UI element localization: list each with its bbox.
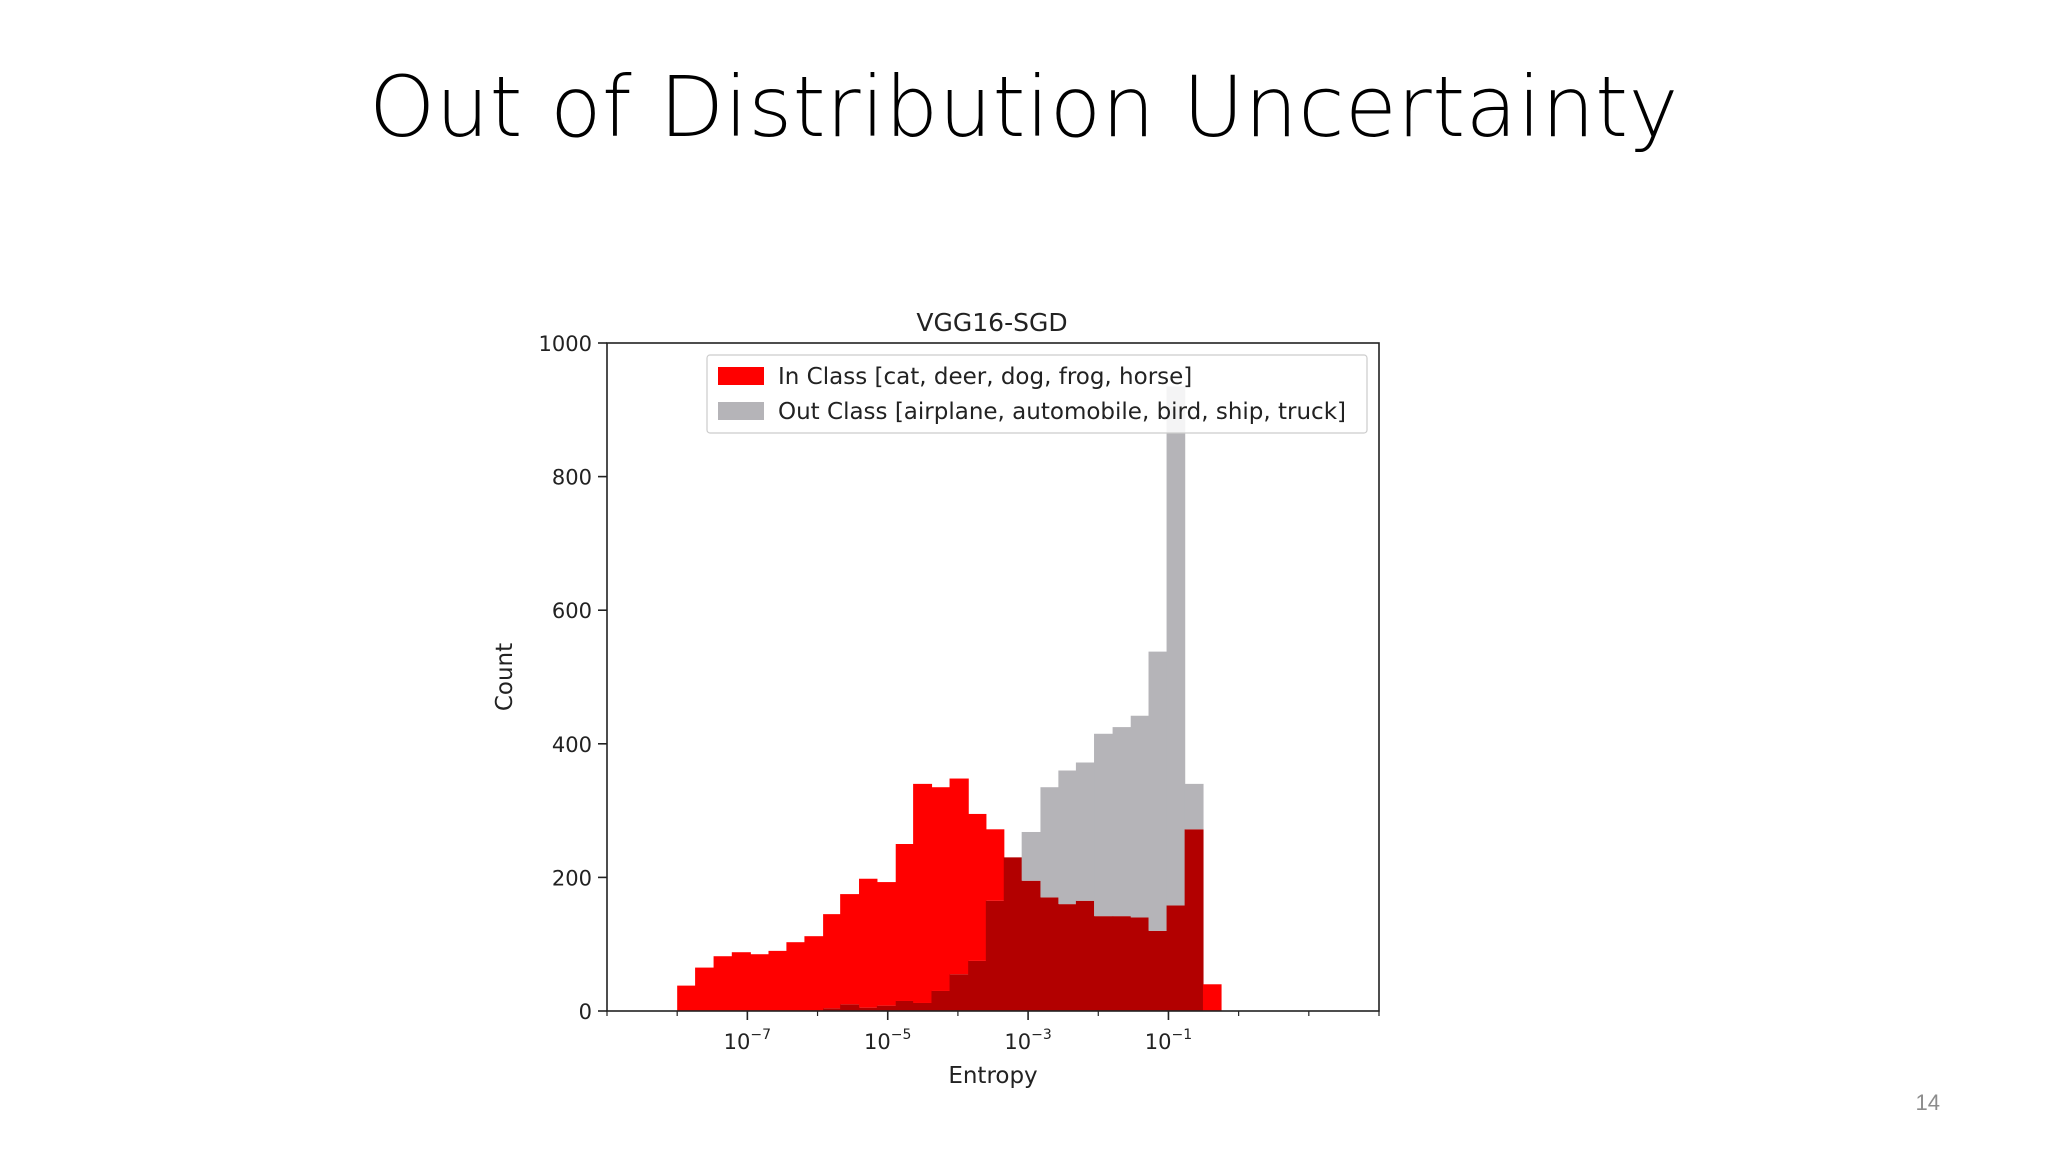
y-axis: 0 200 400 600 800 1000: [539, 332, 607, 1024]
bar-overlap: [1130, 917, 1150, 1011]
x-tick-label: 10−3: [1004, 1027, 1051, 1054]
bar-in-class: [786, 942, 806, 1011]
bar-overlap: [1094, 916, 1114, 1011]
bar-out-class: [1040, 787, 1059, 898]
bar-out-class: [1075, 762, 1095, 901]
bar-overlap: [876, 1005, 897, 1011]
bar-in-class: [1202, 984, 1222, 1011]
bar-in-class: [713, 956, 733, 1011]
bar-in-class: [895, 844, 914, 1001]
bar-in-class: [876, 882, 897, 1006]
bar-in-class: [859, 878, 878, 1008]
y-tick-label: 0: [579, 1000, 592, 1024]
bar-overlap: [968, 960, 987, 1011]
bar-overlap: [1021, 880, 1042, 1011]
bar-overlap: [1058, 904, 1077, 1011]
bar-overlap: [913, 1002, 933, 1011]
bar-out-class: [1130, 715, 1150, 918]
x-tick-label: 10−5: [864, 1027, 911, 1054]
bar-overlap: [823, 1008, 841, 1011]
legend-label-out-class: Out Class [airplane, automobile, bird, s…: [778, 399, 1346, 425]
bar-out-class: [1112, 727, 1132, 917]
plot-frame: [606, 342, 1380, 1012]
y-tick-label: 600: [552, 599, 592, 623]
bar-in-class: [768, 950, 788, 1011]
bar-in-class: [731, 952, 751, 1011]
bar-overlap: [859, 1007, 878, 1011]
legend-label-in-class: In Class [cat, deer, dog, frog, horse]: [778, 364, 1192, 390]
y-tick-label: 200: [552, 866, 592, 890]
bar-in-class: [750, 954, 770, 1011]
bar-overlap: [1184, 829, 1204, 1011]
y-tick-label: 1000: [539, 332, 592, 356]
bar-in-class: [695, 967, 715, 1011]
bar-overlap: [985, 900, 1005, 1011]
bar-in-class: [968, 813, 987, 961]
slide-title: Out of Distribution Uncertainty: [369, 58, 1679, 156]
x-tick-label: 10−1: [1145, 1027, 1192, 1054]
bar-in-class: [840, 894, 860, 1005]
bar-in-class: [804, 936, 824, 1011]
bar-overlap: [1166, 905, 1186, 1011]
bar-in-class: [913, 783, 933, 1003]
x-tick-label: 10−7: [724, 1027, 771, 1054]
bar-overlap: [949, 974, 969, 1011]
x-axis-label: Entropy: [948, 1063, 1037, 1089]
bar-overlap: [1148, 930, 1168, 1011]
bar-overlap: [1003, 857, 1023, 1011]
bar-out-class: [1058, 770, 1077, 905]
bar-in-class: [823, 914, 841, 1009]
bar-overlap: [840, 1004, 860, 1011]
y-axis-label: Count: [492, 643, 518, 711]
bar-out-class: [1166, 386, 1186, 906]
bar-overlap: [1112, 916, 1132, 1011]
bar-out-class: [1148, 651, 1168, 931]
bar-in-class: [677, 985, 696, 1011]
page-number: 14: [1915, 1090, 1940, 1115]
legend-box: [706, 354, 1368, 434]
bar-overlap: [1040, 897, 1059, 1011]
y-tick-label: 400: [552, 733, 592, 757]
bar-overlap: [1075, 900, 1095, 1011]
histogram-chart: VGG16-SGD 0 200 400 600 800 1000 10−7 10−5 10−3…: [480, 285, 1440, 1115]
bar-out-class: [1184, 783, 1204, 830]
legend-swatch-in-class: [718, 367, 764, 385]
chart-svg: VGG16-SGD 0 200 400 600 800 1000 10−7 10−5 10−3…: [492, 308, 1380, 1089]
bar-overlap: [931, 990, 951, 1011]
bar-in-class: [949, 778, 969, 975]
bars-layer: [677, 386, 1222, 1011]
legend-swatch-out-class: [718, 402, 764, 420]
x-axis: 10−7 10−5 10−3 10−1: [606, 1011, 1380, 1054]
bar-out-class: [1021, 831, 1042, 881]
bar-in-class: [985, 829, 1005, 901]
bar-overlap: [895, 1000, 914, 1011]
bar-out-class: [1094, 733, 1114, 917]
legend: In Class [cat, deer, dog, frog, horse] O…: [706, 354, 1368, 434]
y-tick-label: 800: [552, 466, 592, 490]
chart-title: VGG16-SGD: [916, 308, 1067, 337]
bar-in-class: [931, 787, 951, 991]
